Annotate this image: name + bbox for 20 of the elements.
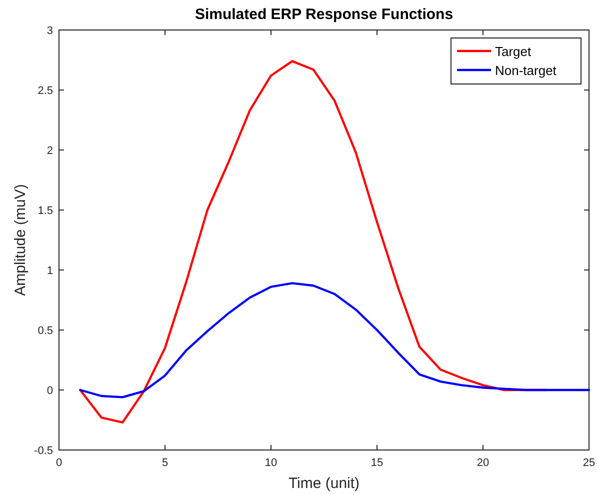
y-tick-label: -0.5 [34,445,53,457]
x-tick-label: 25 [582,457,596,469]
y-tick-label: 2 [46,145,53,157]
y-tick-label: 3 [46,25,53,37]
chart-title: Simulated ERP Response Functions [194,6,454,23]
x-tick-label: 20 [476,457,490,469]
x-tick-label: 10 [264,457,278,469]
y-tick-label: 0 [46,385,53,397]
y-tick-label: 1 [46,265,53,277]
y-tick-label: 2.5 [38,85,53,97]
y-tick-label: 1.5 [38,205,53,217]
x-tick-label: 0 [56,457,62,469]
y-tick-label: 0.5 [38,325,53,337]
legend-label: Target [495,44,532,59]
line-series [79,282,590,398]
x-tick-label: 5 [162,457,168,469]
x-tick-label: 15 [370,457,384,469]
x-axis-title: Time (unit) [288,475,360,492]
y-axis-title: Amplitude (muV) [12,184,29,296]
legend-label: Non-target [495,63,557,78]
